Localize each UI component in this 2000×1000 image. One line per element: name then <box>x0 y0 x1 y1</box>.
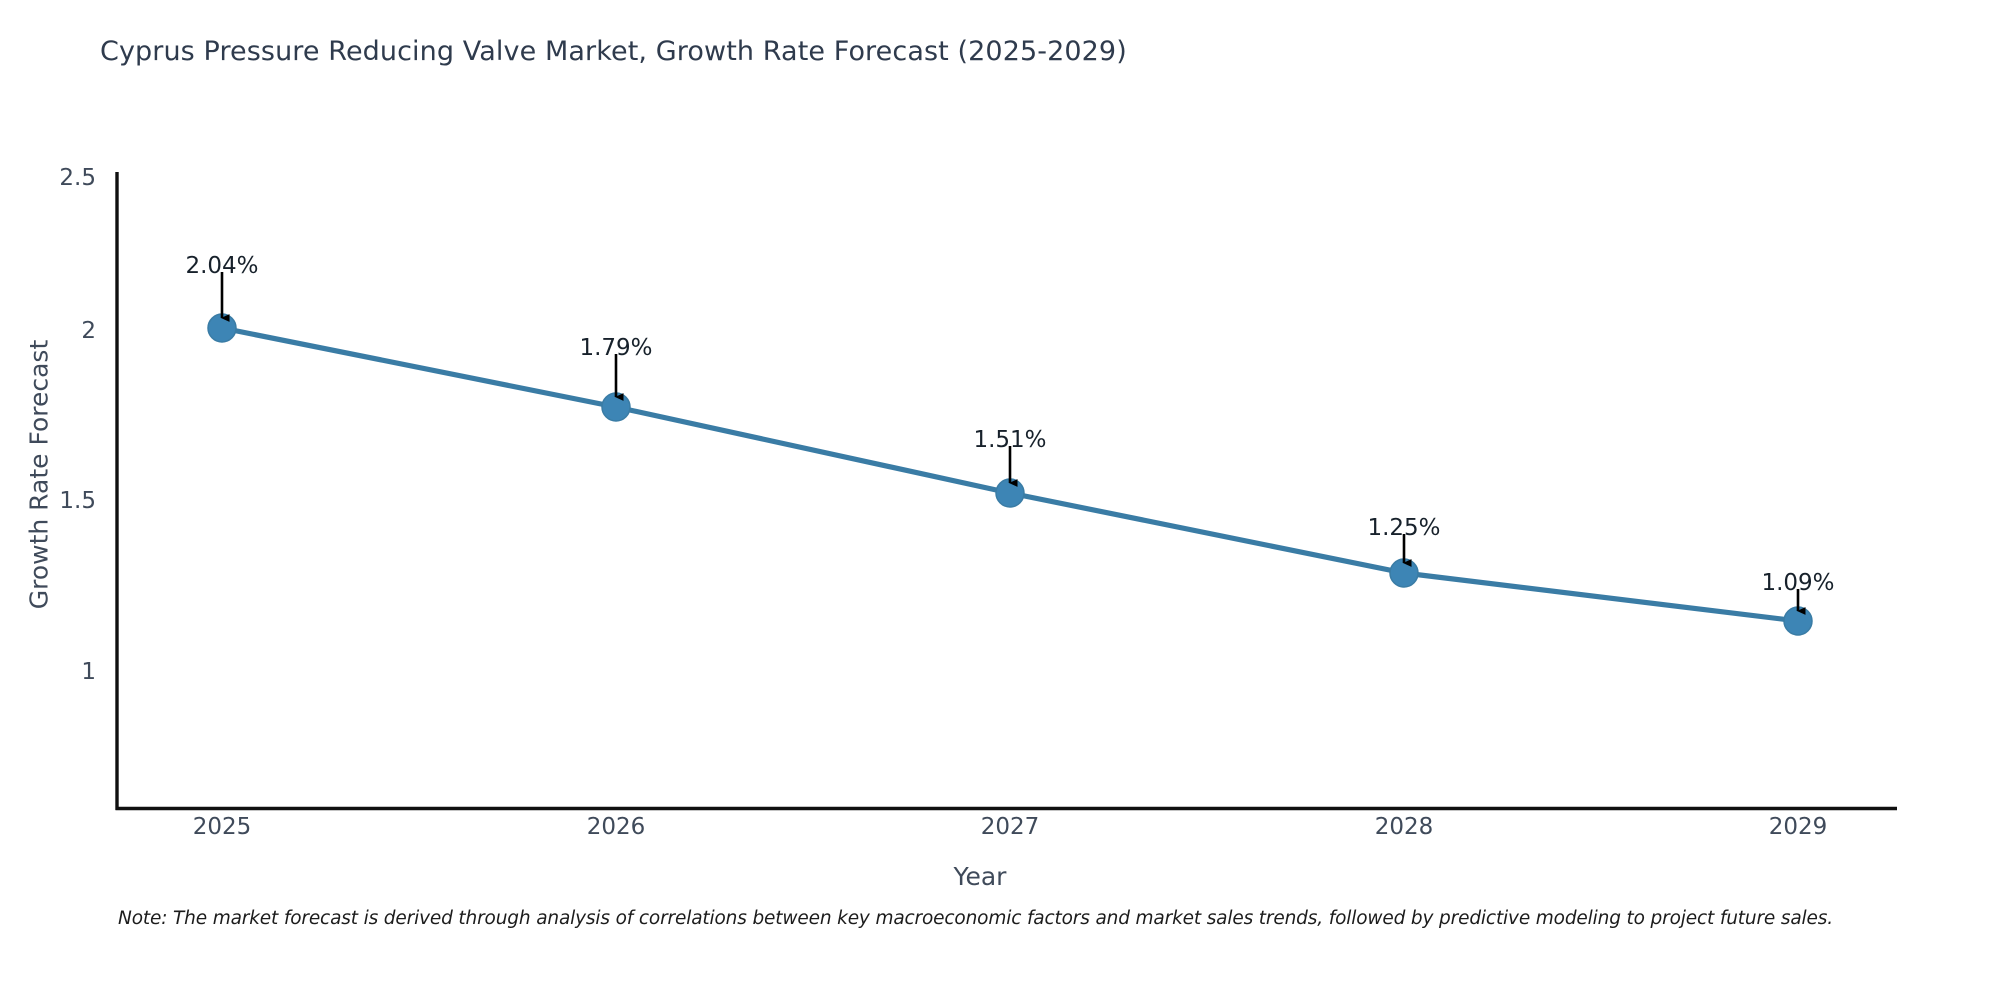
x-axis-title: Year <box>953 862 1007 891</box>
x-tick-label-2025: 2025 <box>192 814 252 840</box>
data-point-2027[interactable] <box>995 478 1025 508</box>
x-tick-label-2028: 2028 <box>1374 814 1434 840</box>
footnote: Note: The market forecast is derived thr… <box>118 908 1833 929</box>
x-tick-label-2026: 2026 <box>586 814 646 840</box>
data-point-2026[interactable] <box>601 392 631 422</box>
page-title: Cyprus Pressure Reducing Valve Market, G… <box>100 36 1127 67</box>
data-point-2029[interactable] <box>1783 606 1813 636</box>
y-tick-label-2: 1.5 <box>59 488 96 514</box>
data-point-2028[interactable] <box>1389 558 1419 588</box>
y-tick-label-0: 2.5 <box>59 165 96 191</box>
x-tick-label-2029: 2029 <box>1768 814 1828 840</box>
y-tick-label-3: 1 <box>81 659 96 685</box>
x-tick-label-2027: 2027 <box>980 814 1040 840</box>
y-tick-label-1: 2 <box>81 318 96 344</box>
data-point-2025[interactable] <box>207 313 237 343</box>
